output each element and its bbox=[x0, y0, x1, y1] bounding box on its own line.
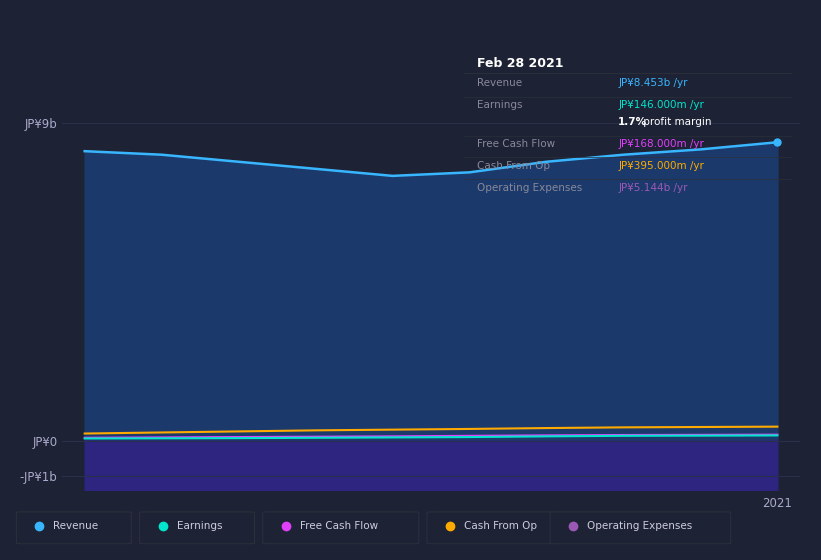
Text: Free Cash Flow: Free Cash Flow bbox=[300, 521, 378, 531]
Text: Feb 28 2021: Feb 28 2021 bbox=[477, 57, 563, 69]
Text: JP¥8.453b /yr: JP¥8.453b /yr bbox=[618, 78, 688, 88]
Text: JP¥5.144b /yr: JP¥5.144b /yr bbox=[618, 183, 688, 193]
Text: profit margin: profit margin bbox=[640, 117, 711, 127]
FancyBboxPatch shape bbox=[427, 512, 558, 544]
Text: Revenue: Revenue bbox=[53, 521, 99, 531]
Text: Cash From Op: Cash From Op bbox=[464, 521, 537, 531]
FancyBboxPatch shape bbox=[16, 512, 131, 544]
Text: Earnings: Earnings bbox=[177, 521, 222, 531]
Text: Operating Expenses: Operating Expenses bbox=[587, 521, 692, 531]
FancyBboxPatch shape bbox=[140, 512, 255, 544]
Text: Free Cash Flow: Free Cash Flow bbox=[477, 139, 555, 149]
FancyBboxPatch shape bbox=[550, 512, 731, 544]
Text: 1.7%: 1.7% bbox=[618, 117, 647, 127]
Text: JP¥168.000m /yr: JP¥168.000m /yr bbox=[618, 139, 704, 149]
Text: Cash From Op: Cash From Op bbox=[477, 161, 550, 171]
Text: Revenue: Revenue bbox=[477, 78, 522, 88]
Text: JP¥146.000m /yr: JP¥146.000m /yr bbox=[618, 100, 704, 110]
Text: Operating Expenses: Operating Expenses bbox=[477, 183, 582, 193]
Text: JP¥395.000m /yr: JP¥395.000m /yr bbox=[618, 161, 704, 171]
FancyBboxPatch shape bbox=[263, 512, 419, 544]
Text: Earnings: Earnings bbox=[477, 100, 522, 110]
